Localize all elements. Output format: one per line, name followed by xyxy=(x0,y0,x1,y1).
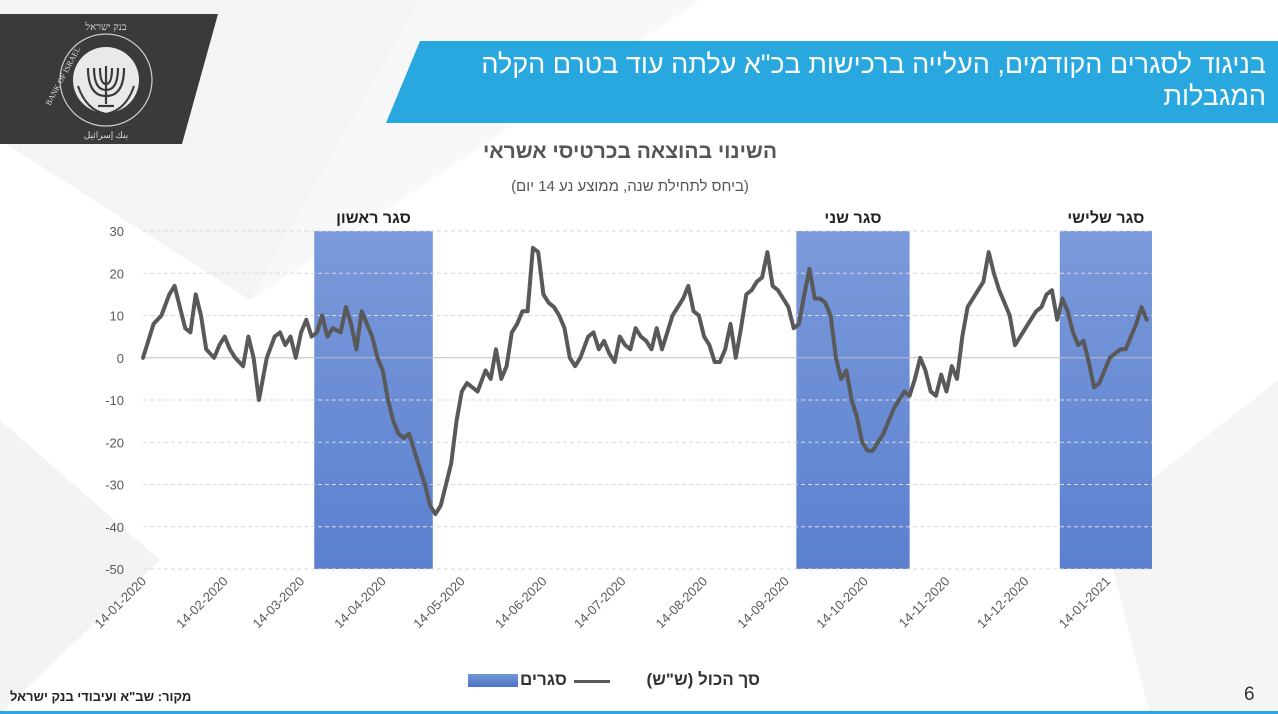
chart-legend: סך הכול (ש"ש) סגרים xyxy=(460,668,760,694)
svg-text:בנק ישראל: בנק ישראל xyxy=(84,21,126,33)
title-banner xyxy=(386,41,1278,123)
y-tick-label: -50 xyxy=(105,562,124,577)
x-tick-label: 14-06-2020 xyxy=(492,574,550,632)
slide-title: בניגוד לסגרים הקודמים, העלייה ברכישות בכ… xyxy=(481,49,1266,111)
x-tick-label: 14-02-2020 xyxy=(173,574,231,632)
x-tick-label: 14-12-2020 xyxy=(974,574,1032,632)
x-tick-label: 14-10-2020 xyxy=(813,574,871,632)
x-tick-label: 14-07-2020 xyxy=(571,574,629,632)
x-tick-label: 14-08-2020 xyxy=(653,574,711,632)
legend-swatch-box xyxy=(468,674,518,687)
bank-logo: BANK OF ISRAEL בנק ישראל بنك إسرائيل xyxy=(0,14,218,144)
x-tick-label: 14-01-2021 xyxy=(1056,574,1114,632)
bottom-rule xyxy=(0,711,1278,714)
x-tick-label: 14-11-2020 xyxy=(896,574,953,631)
legend-swatch-line xyxy=(574,680,610,683)
series-line-total xyxy=(141,245,1149,517)
legend-label-total: סך הכול (ש"ש) xyxy=(646,670,760,689)
x-tick-label: 14-05-2020 xyxy=(410,574,468,632)
y-tick-label: 20 xyxy=(110,266,124,281)
y-tick-label: -10 xyxy=(105,393,124,408)
y-tick-label: 30 xyxy=(110,224,124,239)
legend-item-total: סך הכול (ש"ש) xyxy=(574,668,760,694)
source-note: מקור: שב"א ועיבודי בנק ישראל xyxy=(10,689,192,704)
lockdown-label: סגר שני xyxy=(824,210,881,227)
legend-item-lockdowns: סגרים xyxy=(460,668,570,694)
menorah-seal-icon: BANK OF ISRAEL בנק ישראל بنك إسرائيل xyxy=(0,14,218,144)
y-tick-label: 10 xyxy=(110,309,124,324)
lockdown-label: סגר ראשון xyxy=(336,210,411,227)
x-tick-label: 14-01-2020 xyxy=(91,574,149,632)
y-tick-label: -20 xyxy=(105,435,124,450)
y-tick-label: 0 xyxy=(117,351,124,366)
x-tick-label: 14-03-2020 xyxy=(250,574,308,632)
chart-title: השינוי בהוצאה בכרטיסי אשראי xyxy=(482,140,778,163)
x-tick-label: 14-09-2020 xyxy=(734,574,792,632)
legend-label-lockdowns: סגרים xyxy=(520,670,567,689)
lockdown-label: סגר שלישי xyxy=(1067,209,1144,227)
page-number: 6 xyxy=(1244,684,1255,705)
chart-subtitle: (ביחס לתחילת שנה, ממוצע נע 14 יום) xyxy=(511,178,749,195)
svg-text:بنك إسرائيل: بنك إسرائيل xyxy=(84,130,129,141)
x-tick-label: 14-04-2020 xyxy=(331,574,389,632)
y-tick-label: -30 xyxy=(105,478,124,493)
y-tick-label: -40 xyxy=(105,520,124,535)
